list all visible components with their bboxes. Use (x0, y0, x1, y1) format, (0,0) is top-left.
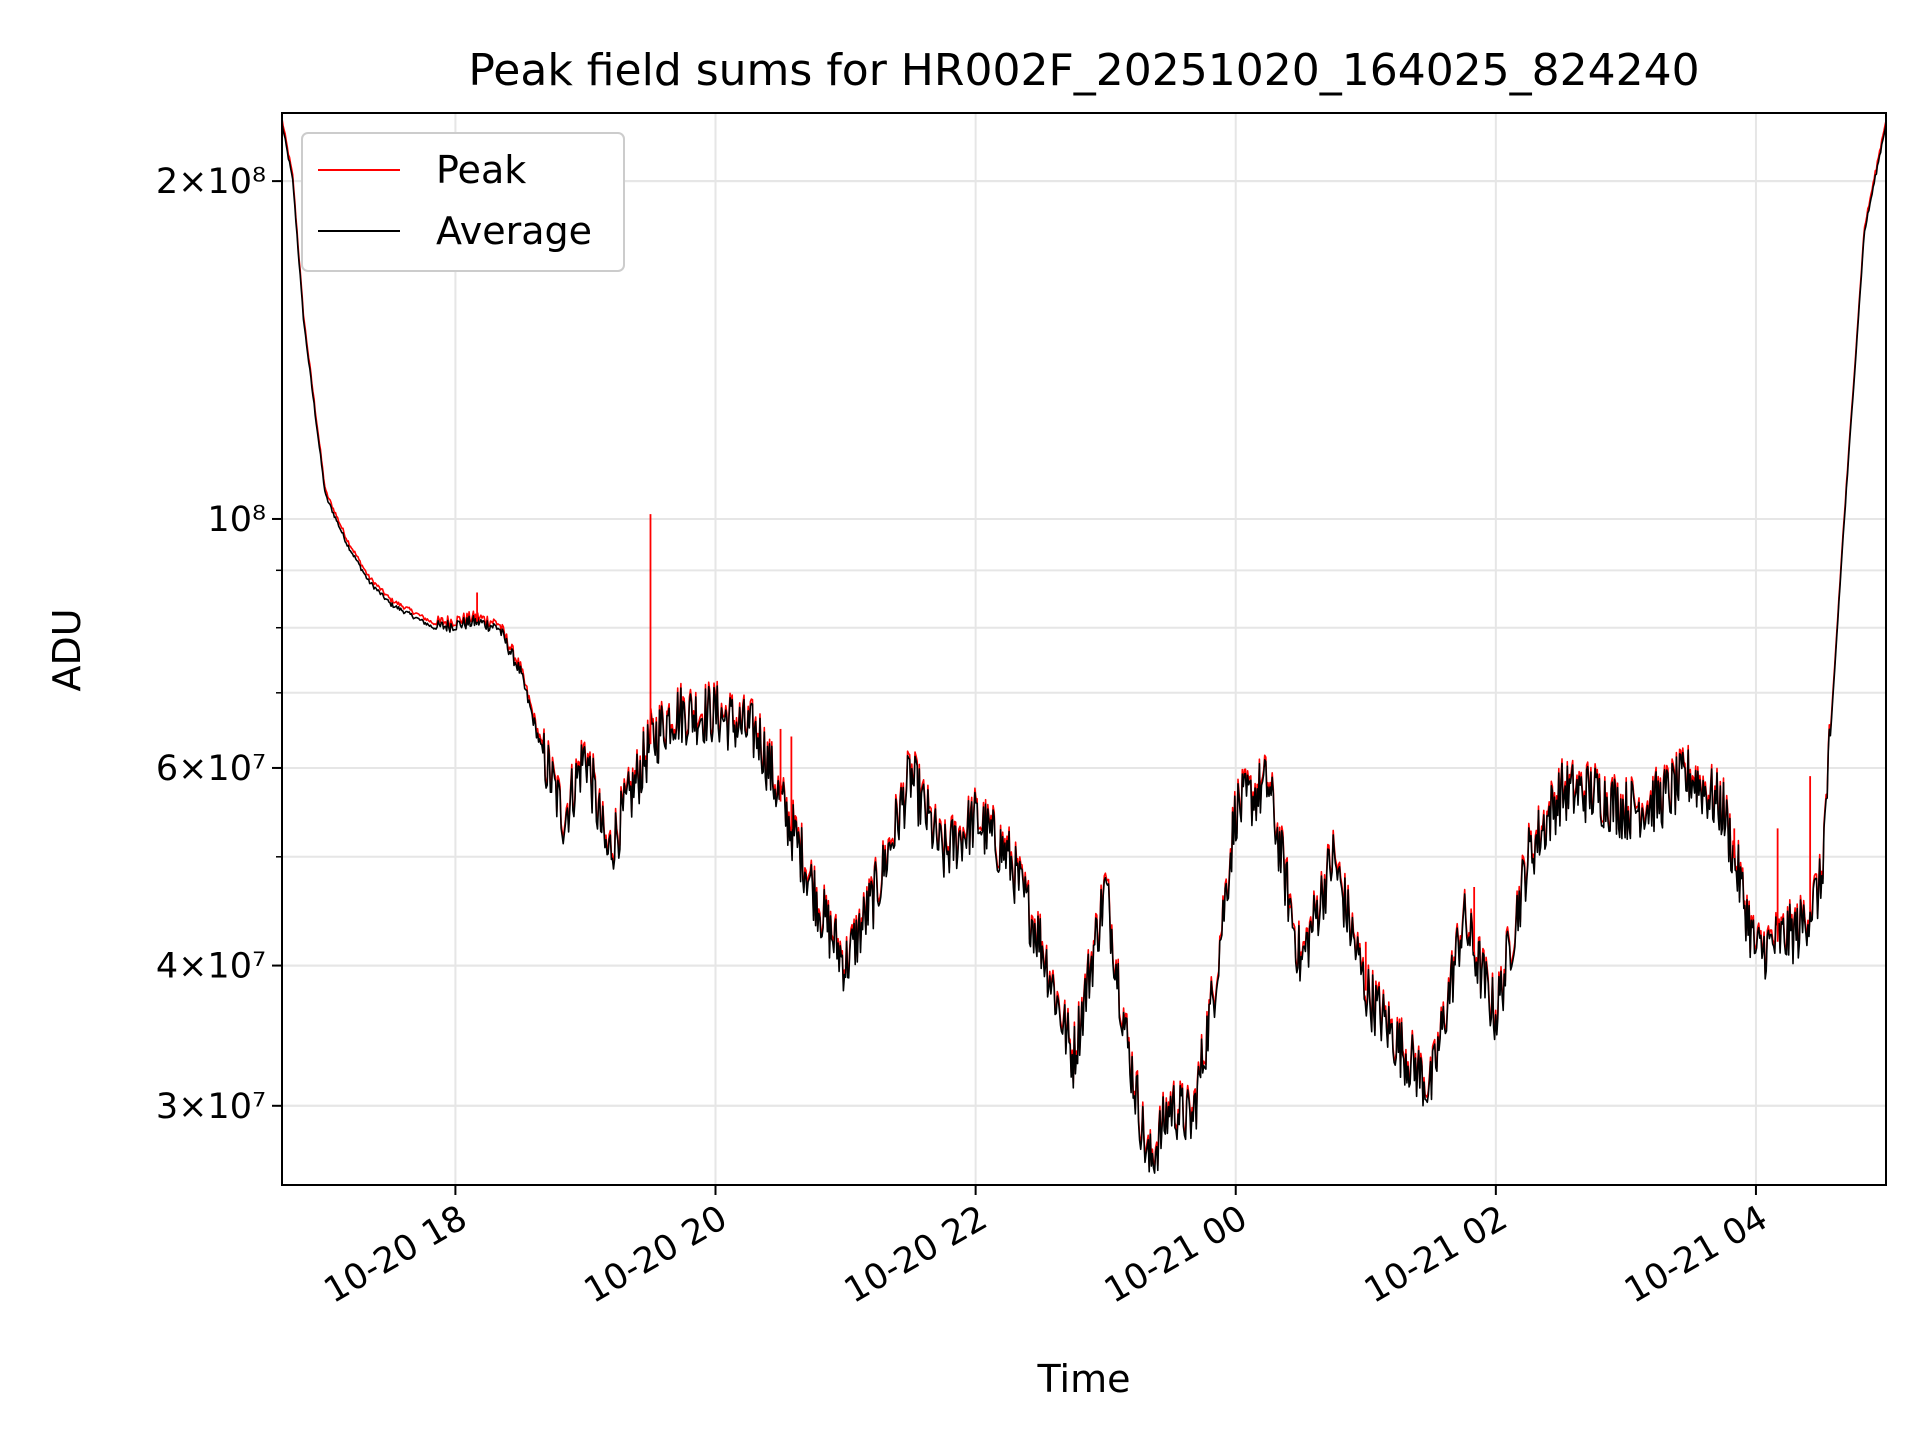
y-tick-label: 10⁸ (207, 500, 266, 540)
legend-box (301, 132, 625, 272)
y-axis-label: ADU (45, 608, 89, 691)
y-tick-label: 3×10⁷ (156, 1087, 266, 1127)
legend-average-label: Average (436, 209, 592, 253)
x-axis-label: Time (1037, 1357, 1131, 1401)
peak-spikes (476, 514, 1812, 991)
y-tick-label: 2×10⁸ (156, 162, 266, 202)
average-series-line (281, 122, 1887, 1174)
legend-peak-label: Peak (436, 148, 526, 192)
grid (282, 113, 1886, 1185)
plot-frame (281, 112, 1887, 1186)
legend: Peak Average (301, 132, 625, 272)
series-layer (281, 118, 1887, 1174)
y-tick-label: 4×10⁷ (156, 947, 266, 987)
chart-title: Peak field sums for HR002F_20251020_1640… (468, 45, 1699, 96)
y-tick-label: 6×10⁷ (156, 749, 266, 789)
